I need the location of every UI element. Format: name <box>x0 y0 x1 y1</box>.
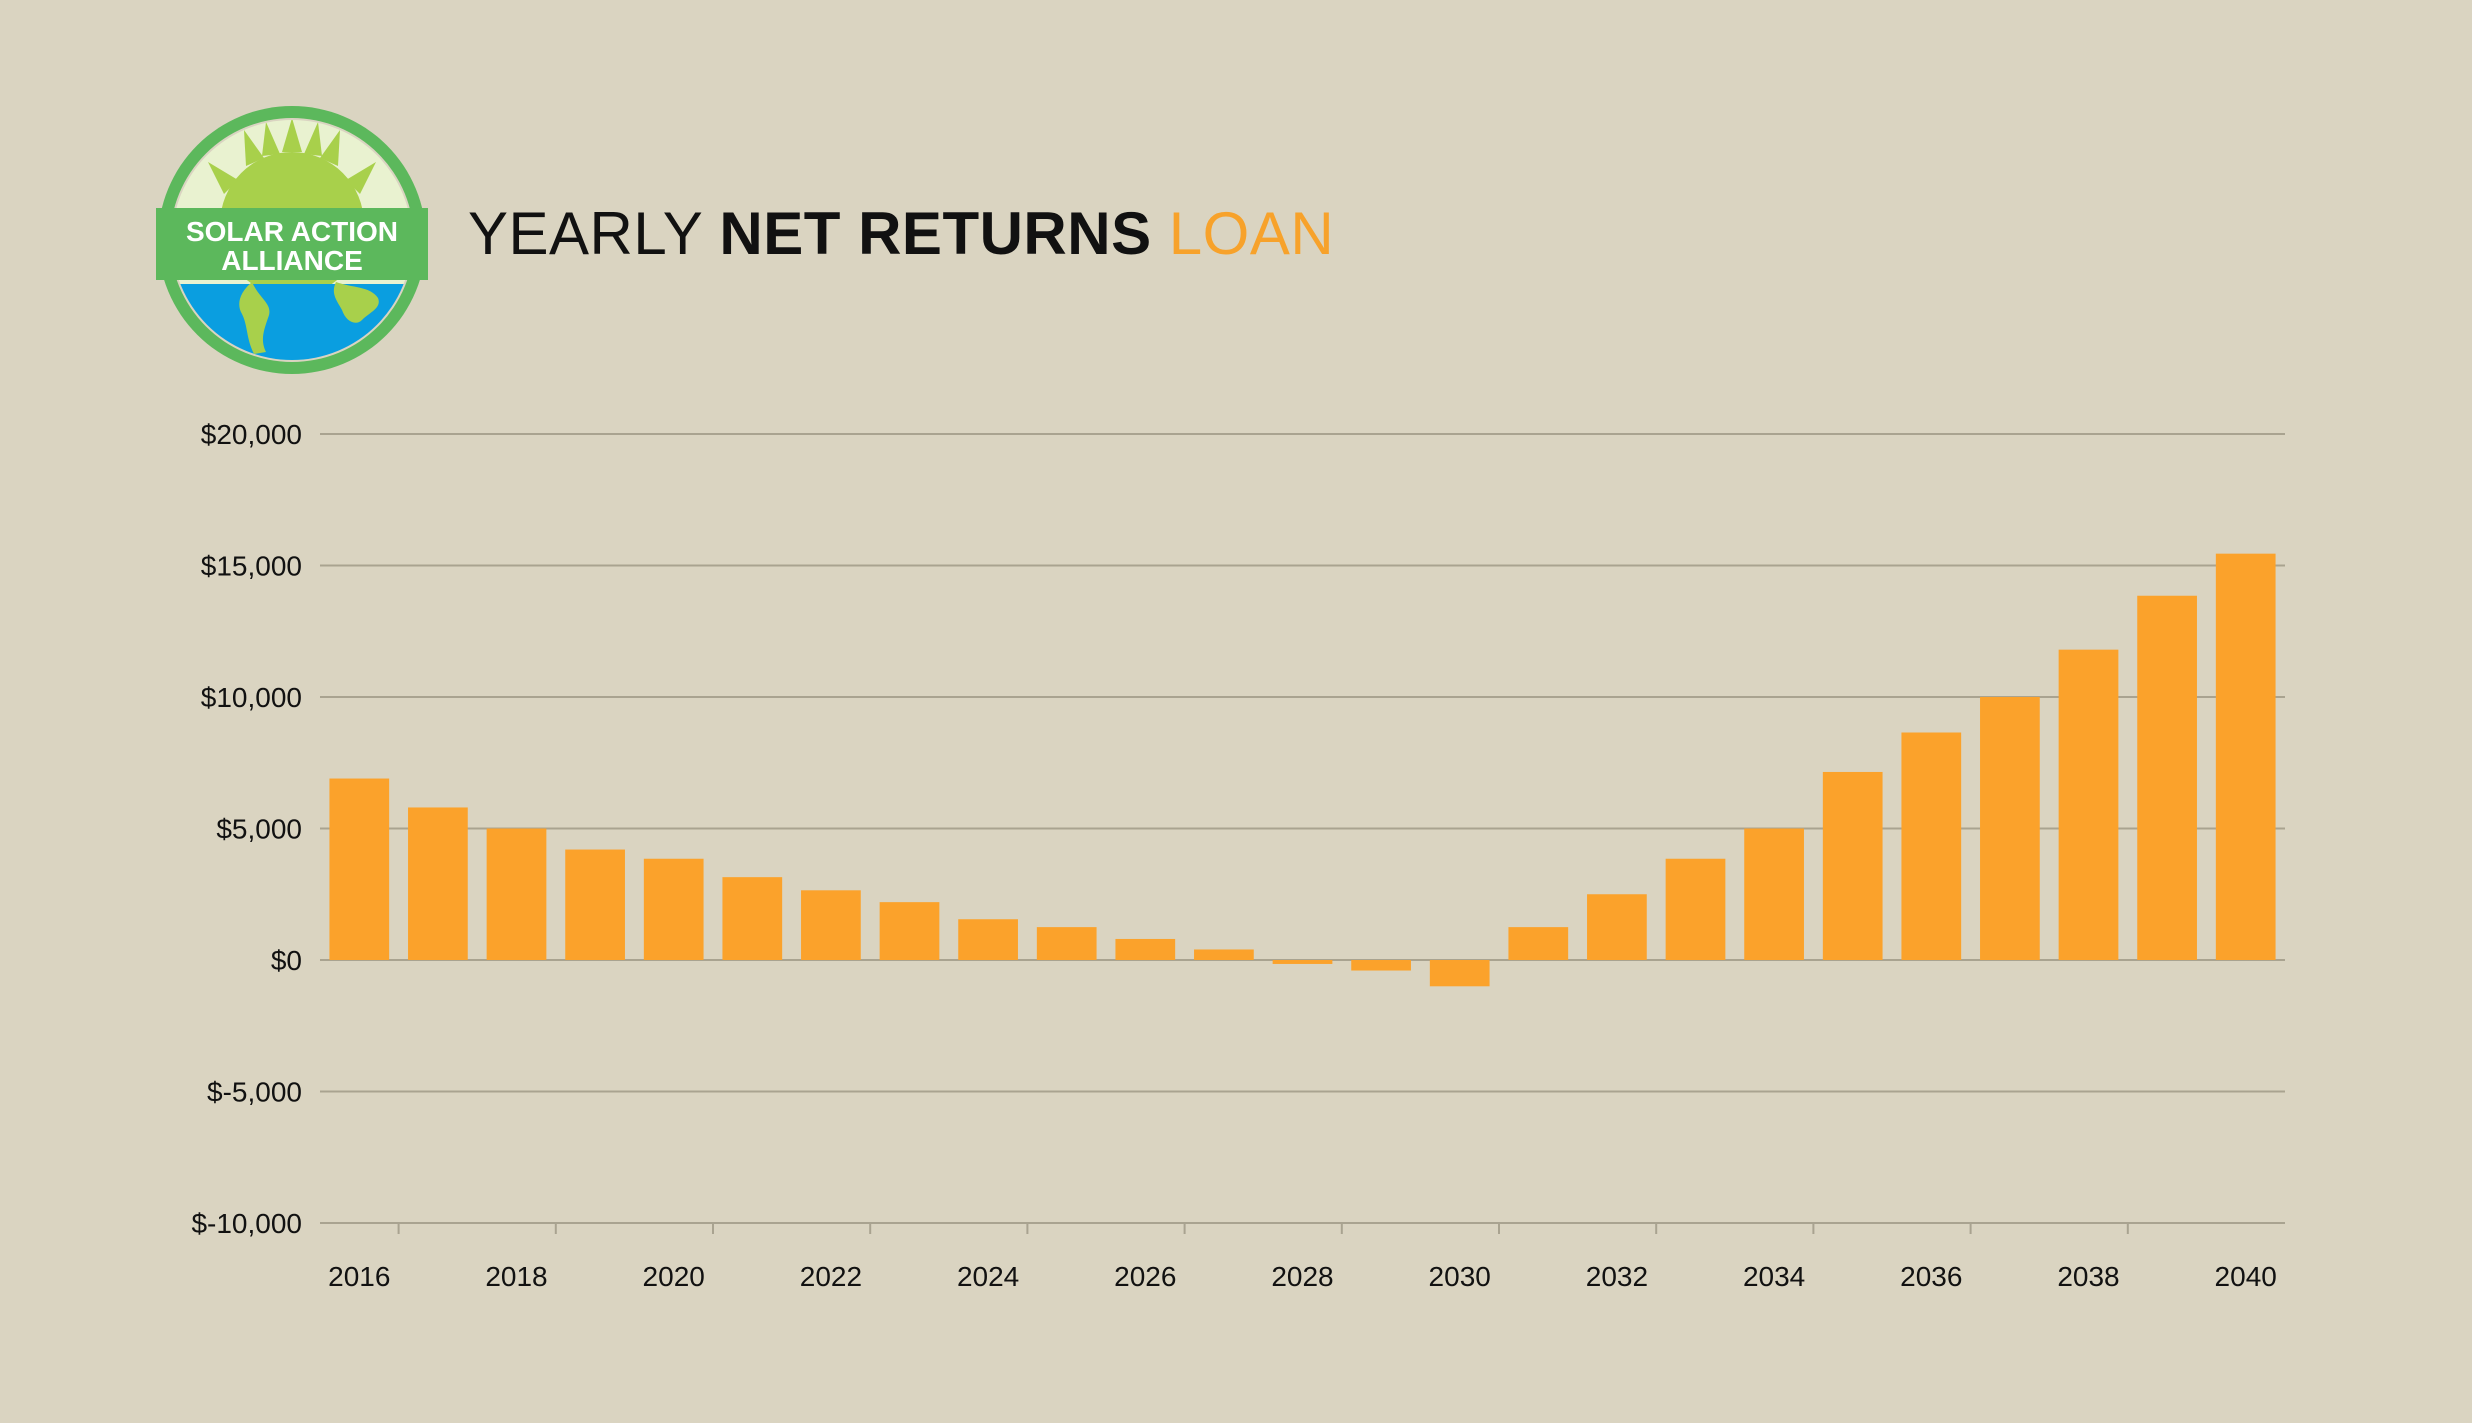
y-tick-label: $0 <box>271 945 302 976</box>
title-loan: LOAN <box>1151 200 1335 267</box>
bar-2029 <box>1351 960 1411 971</box>
x-tick-label: 2028 <box>1271 1261 1333 1292</box>
y-tick-label: $-5,000 <box>207 1077 302 1108</box>
y-tick-label: $10,000 <box>201 682 302 713</box>
title-yearly: YEARLY <box>468 200 720 267</box>
y-tick-label: $-10,000 <box>191 1208 302 1239</box>
x-tick-label: 2036 <box>1900 1261 1962 1292</box>
x-tick-label: 2026 <box>1114 1261 1176 1292</box>
bar-2034 <box>1744 828 1804 960</box>
logo-text-line2: ALLIANCE <box>221 245 363 276</box>
x-tick-label: 2040 <box>2215 1261 2277 1292</box>
bar-2030 <box>1429 960 1490 987</box>
earth-icon <box>172 282 412 360</box>
bar-2016 <box>329 778 390 960</box>
bar-2025 <box>1036 927 1097 960</box>
x-axis-labels: 2016 2018 2020 2022 2024 2026 2028 2030 2032 2034… <box>328 1261 2277 1292</box>
title-net-returns: NET RETURNS <box>719 200 1152 267</box>
x-axis-ticks <box>397 1223 2129 1234</box>
logo-banner <box>156 208 428 280</box>
bar-2036 <box>1901 732 1962 960</box>
bars <box>329 553 2276 987</box>
x-tick-label: 2034 <box>1743 1261 1805 1292</box>
bar-2027 <box>1194 949 1254 960</box>
y-axis-labels: $20,000 $15,000 $10,000 $5,000 $0 $-5,000 $-10… <box>191 419 302 1239</box>
x-tick-label: 2022 <box>800 1261 862 1292</box>
bar-2038 <box>2058 649 2119 960</box>
x-tick-label: 2020 <box>643 1261 705 1292</box>
x-tick-label: 2024 <box>957 1261 1019 1292</box>
y-tick-label: $15,000 <box>201 551 302 582</box>
x-tick-label: 2038 <box>2057 1261 2119 1292</box>
bar-2039 <box>2137 595 2197 960</box>
bar-2031 <box>1508 927 1569 960</box>
y-tick-label: $20,000 <box>201 419 302 450</box>
bar-2037 <box>1980 697 2040 960</box>
page-title: YEARLY NET RETURNS LOAN <box>468 196 1334 272</box>
bar-2040 <box>2215 553 2276 960</box>
x-tick-label: 2018 <box>485 1261 547 1292</box>
bar-2021 <box>722 877 783 960</box>
bar-2032 <box>1587 894 1647 960</box>
bar-2018 <box>486 828 547 960</box>
bar-2023 <box>879 902 940 960</box>
y-tick-label: $5,000 <box>216 814 302 845</box>
bar-2033 <box>1665 858 1726 960</box>
logo-text-line1: SOLAR ACTION <box>186 216 398 247</box>
x-tick-label: 2032 <box>1586 1261 1648 1292</box>
bar-2026 <box>1115 938 1176 960</box>
bar-2017 <box>408 807 468 960</box>
solar-action-alliance-logo: SOLAR ACTION ALLIANCE <box>156 106 428 374</box>
bar-2019 <box>565 849 625 960</box>
bar-2028 <box>1272 960 1333 964</box>
bar-2022 <box>801 890 861 960</box>
bar-2035 <box>1822 771 1883 960</box>
bar-2020 <box>643 858 704 960</box>
x-tick-label: 2030 <box>1429 1261 1491 1292</box>
bar-2024 <box>958 919 1018 960</box>
x-tick-label: 2016 <box>328 1261 390 1292</box>
